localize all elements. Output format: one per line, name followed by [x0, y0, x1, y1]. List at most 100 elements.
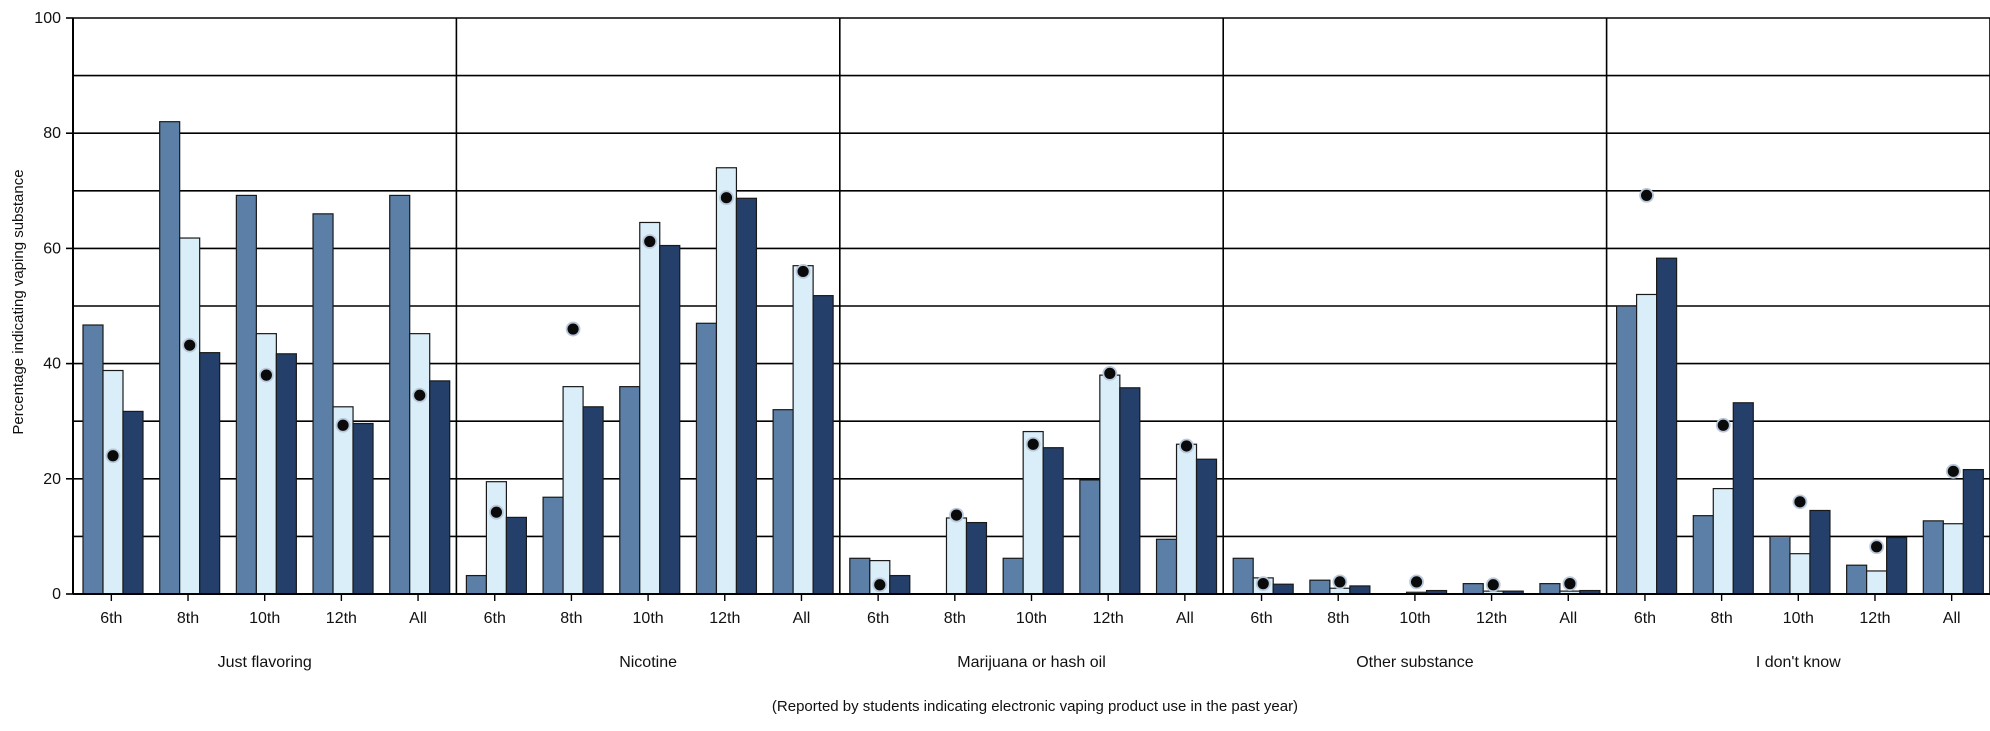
group-label: Nicotine [619, 654, 677, 671]
y-tick-label: 60 [43, 240, 61, 257]
data-marker [1179, 438, 1194, 454]
category-label: 12th [709, 610, 740, 627]
bar [1309, 579, 1331, 595]
bar [1042, 447, 1064, 595]
chart-footnote: (Reported by students indicating electro… [772, 698, 1298, 715]
bar [1119, 387, 1141, 595]
bar [1272, 583, 1294, 595]
bar [352, 422, 374, 595]
bar [715, 167, 738, 595]
bar [1349, 585, 1371, 595]
data-marker [1255, 576, 1271, 592]
bar [1195, 458, 1218, 595]
group-label: Marijuana or hash oil [957, 654, 1106, 671]
bar [1462, 583, 1484, 595]
bar [889, 574, 911, 595]
axes: 0 20 40 60 80 100 [34, 10, 1990, 603]
data-marker [105, 448, 121, 464]
data-marker [258, 367, 274, 383]
bar [639, 221, 661, 595]
category-label: 8th [944, 610, 966, 627]
bar [542, 496, 564, 595]
category-label: 10th [1783, 610, 1814, 627]
bar [1809, 509, 1831, 595]
bar [619, 386, 641, 595]
bar [179, 237, 201, 595]
bar [1886, 536, 1908, 595]
bar [1962, 468, 1984, 595]
category-label: 10th [1399, 610, 1430, 627]
bar [312, 213, 334, 595]
bar [102, 369, 124, 595]
category-label: 8th [1710, 610, 1732, 627]
data-marker [1792, 494, 1808, 510]
category-label: 8th [560, 610, 582, 627]
bar [1732, 402, 1754, 595]
category-label: 6th [484, 610, 506, 627]
bar [1099, 374, 1121, 595]
bar [1922, 520, 1944, 595]
bar [82, 324, 104, 595]
category-label: All [1559, 610, 1577, 627]
y-tick-label: 20 [43, 471, 61, 488]
bar [945, 517, 968, 595]
category-label: 12th [1859, 610, 1890, 627]
bar [965, 521, 988, 595]
category-label: 12th [1476, 610, 1507, 627]
bar [1175, 443, 1198, 595]
data-marker [1485, 577, 1501, 593]
bar [332, 406, 354, 595]
data-marker [719, 190, 734, 206]
bar [812, 295, 834, 595]
bar [122, 410, 144, 595]
category-label: 10th [633, 610, 664, 627]
bar [1079, 479, 1101, 595]
category-label: All [1943, 610, 1961, 627]
bar [275, 353, 297, 595]
data-marker [949, 507, 964, 523]
bar [1635, 293, 1658, 595]
category-label: All [793, 610, 811, 627]
data-marker [1332, 574, 1348, 590]
group-label: Just flavoring [218, 654, 312, 671]
bar [1539, 583, 1561, 595]
category-label: 6th [100, 610, 122, 627]
data-marker [412, 387, 428, 403]
bar [1769, 535, 1791, 595]
bar [1002, 557, 1024, 595]
markers [105, 188, 1961, 593]
bar [1866, 570, 1888, 595]
bar [1655, 257, 1678, 595]
data-marker [1102, 365, 1118, 381]
data-marker [795, 264, 811, 279]
bar [1942, 523, 1964, 595]
bar [735, 197, 758, 595]
bar [389, 194, 411, 595]
bar [409, 333, 431, 595]
category-label: 12th [326, 610, 357, 627]
bar [1846, 564, 1868, 595]
bar [1615, 305, 1638, 595]
bar [1692, 515, 1714, 595]
category-label: All [409, 610, 427, 627]
bar [695, 322, 718, 595]
labels: 6th 8th 10th 12th All Just flavoring 6th 8th 10t… [100, 610, 1960, 671]
bar [1712, 487, 1734, 595]
bar [562, 386, 584, 595]
bar [505, 516, 527, 595]
group-label: Other substance [1356, 654, 1474, 671]
category-label: 6th [1634, 610, 1656, 627]
data-marker [565, 321, 581, 337]
bar [849, 557, 871, 595]
data-marker [1562, 576, 1578, 592]
bar [429, 380, 451, 595]
category-label: 10th [249, 610, 280, 627]
data-marker [1945, 463, 1961, 479]
bar [235, 194, 257, 595]
bar [792, 265, 814, 595]
y-axis-title: Percentage indicating vaping substance [10, 169, 27, 434]
bar [1232, 557, 1254, 595]
category-label: 10th [1016, 610, 1047, 627]
